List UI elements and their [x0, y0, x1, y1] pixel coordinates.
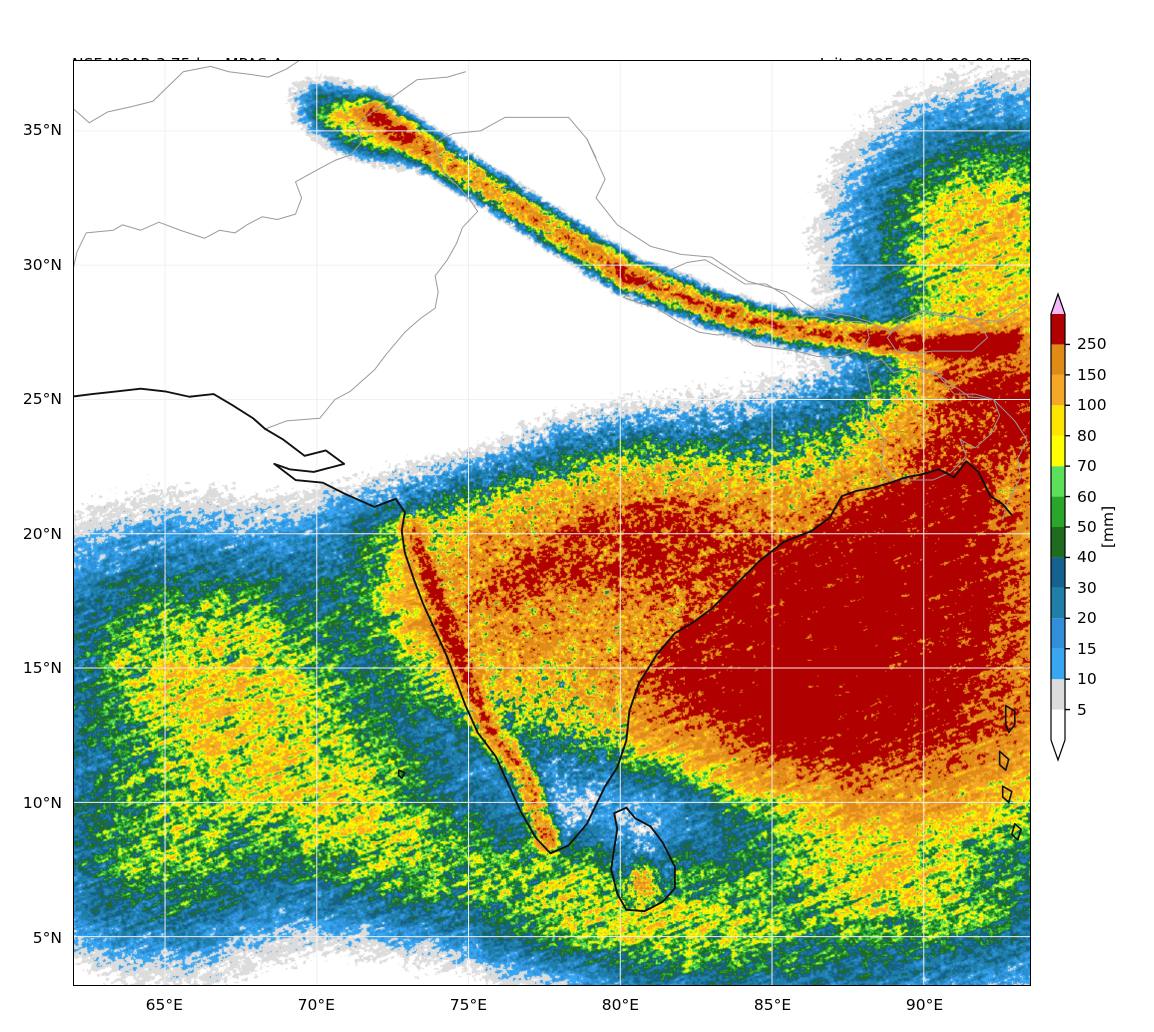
colorbar-tick-label: 5	[1077, 700, 1087, 719]
geography-overlay	[74, 61, 1030, 985]
longitude-tick-label: 80°E	[601, 996, 640, 1014]
longitude-tick-label: 90°E	[905, 996, 944, 1014]
latitude-tick-label: 35°N	[22, 120, 62, 139]
colorbar-tick-label: 15	[1077, 639, 1097, 658]
latitude-tick-label: 10°N	[22, 793, 62, 812]
longitude-tick-label: 65°E	[145, 996, 183, 1014]
map-plot-area	[73, 60, 1031, 986]
latitude-tick-label: 15°N	[22, 659, 62, 678]
latitude-tick-label: 30°N	[22, 255, 62, 274]
colorbar-tick-label: 100	[1077, 396, 1107, 415]
colorbar-tick-label: 40	[1077, 548, 1097, 567]
colorbar-tick-label: 50	[1077, 518, 1097, 536]
precipitation-field-raster	[74, 61, 1030, 985]
colorbar	[1046, 292, 1070, 762]
longitude-tick-label: 70°E	[297, 996, 335, 1014]
latitude-tick-label: 20°N	[22, 524, 62, 543]
colorbar-tick-label: 60	[1077, 487, 1097, 506]
longitude-tick-label: 75°E	[449, 996, 487, 1014]
colorbar-tick-label: 70	[1077, 457, 1097, 476]
colorbar-gradient	[1050, 292, 1070, 762]
latitude-tick-label: 25°N	[22, 390, 62, 409]
colorbar-tick-label: 80	[1077, 426, 1097, 445]
colorbar-tick-label: 30	[1077, 578, 1097, 597]
latitude-tick-label: 5°N	[32, 928, 62, 947]
colorbar-tick-label: 250	[1077, 335, 1107, 354]
colorbar-tick-label: 20	[1077, 609, 1097, 628]
longitude-tick-label: 85°E	[753, 996, 792, 1014]
colorbar-tick-label: 10	[1077, 670, 1097, 689]
colorbar-tick-label: 150	[1077, 365, 1107, 384]
colorbar-unit-label: [mm]	[1099, 505, 1117, 549]
